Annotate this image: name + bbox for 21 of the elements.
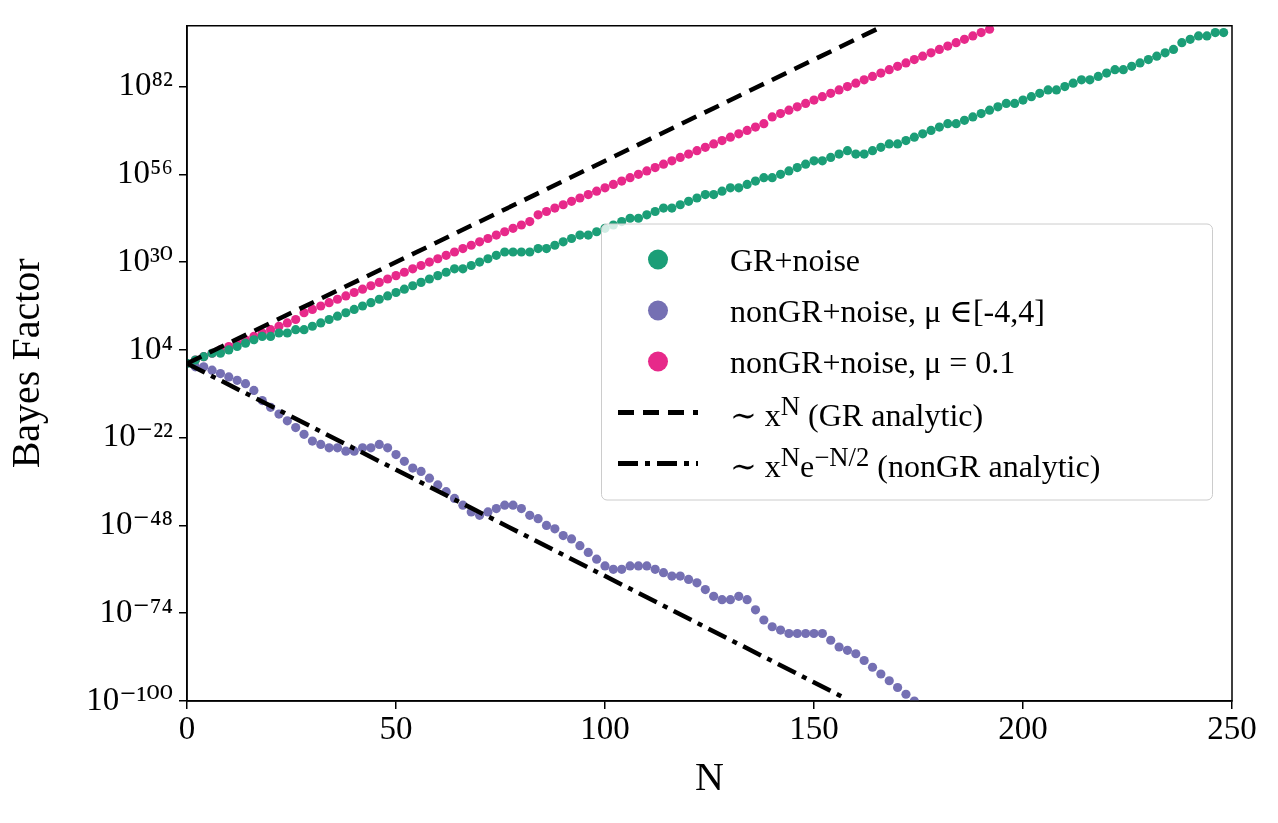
y-axis-title: Bayes Factor bbox=[2, 258, 48, 469]
y-tick-label: 10⁵⁶ bbox=[116, 154, 173, 191]
x-tick-label: 100 bbox=[580, 710, 630, 747]
x-tick-label: 250 bbox=[1207, 710, 1257, 747]
x-tick-label: 50 bbox=[379, 710, 413, 747]
x-tick-label: 200 bbox=[998, 710, 1048, 747]
y-tick-label: 10⁻⁴⁸ bbox=[99, 505, 173, 542]
legend-label: nonGR+noise, μ = 0.1 bbox=[730, 343, 1016, 380]
y-tick-label: 10⁸² bbox=[118, 66, 174, 103]
x-tick-label: 150 bbox=[789, 710, 839, 747]
y-tick-label: 10⁻¹⁰⁰ bbox=[86, 680, 173, 717]
y-tick-label: 10³⁰ bbox=[116, 241, 173, 278]
legend-label: GR+noise bbox=[730, 241, 861, 278]
legend-label: nonGR+noise, μ ∈[-4,4] bbox=[730, 291, 1045, 330]
y-tick-label: 10⁻⁷⁴ bbox=[99, 592, 173, 629]
legend-label: ∼ x$^{N}$ (GR analytic) bbox=[730, 390, 984, 435]
x-tick-label: 0 bbox=[178, 710, 196, 747]
x-axis-title: N bbox=[695, 753, 724, 799]
legend-label: ∼ x$^{N}$e$^{−N/2}$ (nonGR analytic) bbox=[730, 441, 1101, 486]
y-tick-label: 10⁻²² bbox=[102, 417, 174, 454]
y-tick-label: 10⁴ bbox=[128, 329, 173, 366]
